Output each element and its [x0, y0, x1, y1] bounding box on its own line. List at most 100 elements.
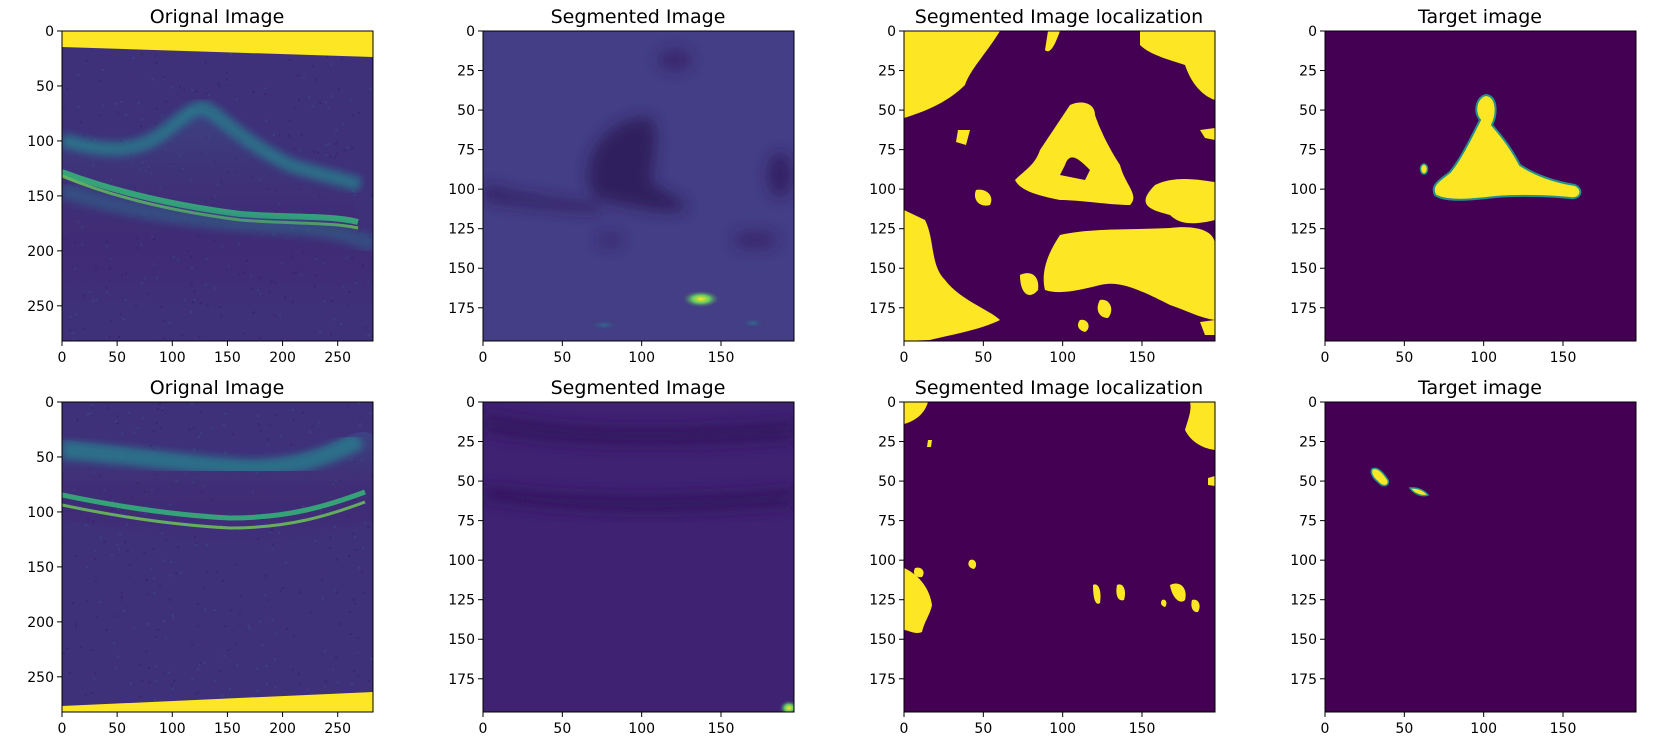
y-tick-label: 0 [1308, 395, 1317, 411]
y-tick-label: 150 [27, 560, 54, 576]
x-tick-label: 150 [1129, 350, 1156, 366]
y-tick-label: 25 [1299, 435, 1317, 451]
x-tick-label: 150 [708, 721, 735, 737]
x-tick-label: 150 [214, 721, 241, 737]
y-tick-label: 150 [448, 261, 475, 277]
x-tick-label: 50 [553, 350, 571, 366]
y-tick-label: 50 [36, 79, 54, 95]
y-tick-label: 175 [1290, 672, 1317, 688]
y-tick-label: 125 [869, 593, 896, 609]
y-tick-label: 100 [448, 553, 475, 569]
x-tick-label: 50 [553, 721, 571, 737]
y-tick-label: 125 [1290, 222, 1317, 238]
panel-title: Target image [1417, 6, 1542, 28]
y-tick-label: 250 [27, 299, 54, 315]
x-tick-label: 150 [214, 350, 241, 366]
x-tick-label: 0 [479, 350, 488, 366]
y-tick-label: 0 [1308, 24, 1317, 40]
panel-title: Segmented Image localization [915, 6, 1203, 28]
x-tick-label: 100 [1470, 721, 1497, 737]
panel-segmented-image-row2: Segmented Image 0 50 100 150 0 25 50 75 100 125 15… [448, 377, 795, 737]
image-plot [1325, 31, 1636, 341]
x-tick-label: 250 [324, 721, 351, 737]
y-tick-label: 150 [869, 261, 896, 277]
y-tick-label: 125 [869, 222, 896, 238]
x-tick-label: 50 [1395, 350, 1413, 366]
y-tick-label: 50 [878, 103, 896, 119]
y-tick-label: 175 [869, 672, 896, 688]
y-tick-label: 100 [448, 182, 475, 198]
y-tick-label: 100 [27, 505, 54, 521]
x-tick-label: 0 [1321, 350, 1330, 366]
panel-title: Orignal Image [150, 6, 285, 28]
y-tick-label: 0 [466, 24, 475, 40]
x-tick-label: 50 [108, 721, 126, 737]
y-tick-label: 175 [448, 301, 475, 317]
y-tick-label: 250 [27, 670, 54, 686]
y-tick-label: 50 [1299, 474, 1317, 490]
panel-title: Orignal Image [150, 377, 285, 399]
panel-title: Segmented Image localization [915, 377, 1203, 399]
y-tick-label: 25 [457, 64, 475, 80]
y-tick-label: 125 [448, 222, 475, 238]
x-tick-label: 150 [1550, 721, 1577, 737]
y-tick-label: 150 [869, 632, 896, 648]
y-tick-label: 150 [448, 632, 475, 648]
panel-target-image-row2: Target image 0 50 100 150 0 25 50 75 100 125 150 17… [1290, 377, 1637, 737]
y-tick-label: 100 [869, 182, 896, 198]
x-tick-label: 50 [974, 721, 992, 737]
x-tick-label: 0 [900, 350, 909, 366]
y-tick-label: 50 [36, 450, 54, 466]
y-tick-label: 150 [1290, 261, 1317, 277]
x-tick-label: 200 [269, 350, 296, 366]
y-tick-label: 25 [878, 64, 896, 80]
image-plot [1325, 402, 1636, 712]
y-tick-label: 50 [878, 474, 896, 490]
x-tick-label: 100 [159, 350, 186, 366]
y-tick-label: 175 [869, 301, 896, 317]
y-tick-label: 50 [457, 103, 475, 119]
y-tick-label: 125 [1290, 593, 1317, 609]
x-tick-label: 150 [1129, 721, 1156, 737]
y-tick-label: 0 [887, 24, 896, 40]
x-tick-label: 100 [159, 721, 186, 737]
x-tick-label: 100 [1049, 350, 1076, 366]
y-tick-label: 75 [878, 143, 896, 159]
y-tick-label: 0 [45, 395, 54, 411]
image-plot [483, 402, 794, 712]
y-tick-label: 25 [457, 435, 475, 451]
image-plot [62, 402, 373, 712]
y-tick-label: 200 [27, 615, 54, 631]
x-tick-label: 150 [1550, 350, 1577, 366]
y-tick-label: 100 [27, 134, 54, 150]
y-tick-label: 50 [457, 474, 475, 490]
x-tick-label: 0 [900, 721, 909, 737]
y-tick-label: 100 [869, 553, 896, 569]
y-tick-label: 50 [1299, 103, 1317, 119]
panel-target-image-row1: Target image 0 50 100 150 0 25 50 75 100 125 150 17… [1290, 6, 1637, 366]
y-tick-label: 75 [1299, 143, 1317, 159]
x-tick-label: 0 [58, 350, 67, 366]
y-tick-label: 75 [457, 143, 475, 159]
panel-title: Segmented Image [551, 6, 726, 28]
x-tick-label: 50 [108, 350, 126, 366]
y-tick-label: 175 [448, 672, 475, 688]
panel-title: Target image [1417, 377, 1542, 399]
y-tick-label: 25 [878, 435, 896, 451]
x-tick-label: 100 [628, 350, 655, 366]
x-tick-label: 150 [708, 350, 735, 366]
image-plot [483, 31, 794, 341]
y-tick-label: 75 [457, 514, 475, 530]
y-tick-label: 75 [878, 514, 896, 530]
y-tick-label: 0 [45, 24, 54, 40]
panel-segmented-image-row1: Segmented Image 0 50 100 150 0 25 50 75 100 125 15… [448, 6, 795, 366]
x-tick-label: 50 [1395, 721, 1413, 737]
panel-title: Segmented Image [551, 377, 726, 399]
x-tick-label: 100 [1049, 721, 1076, 737]
x-tick-label: 0 [1321, 721, 1330, 737]
y-tick-label: 0 [466, 395, 475, 411]
y-tick-label: 200 [27, 244, 54, 260]
image-plot [904, 31, 1215, 341]
panel-localization-row1: Segmented Image localization 0 50 10 [869, 6, 1216, 366]
